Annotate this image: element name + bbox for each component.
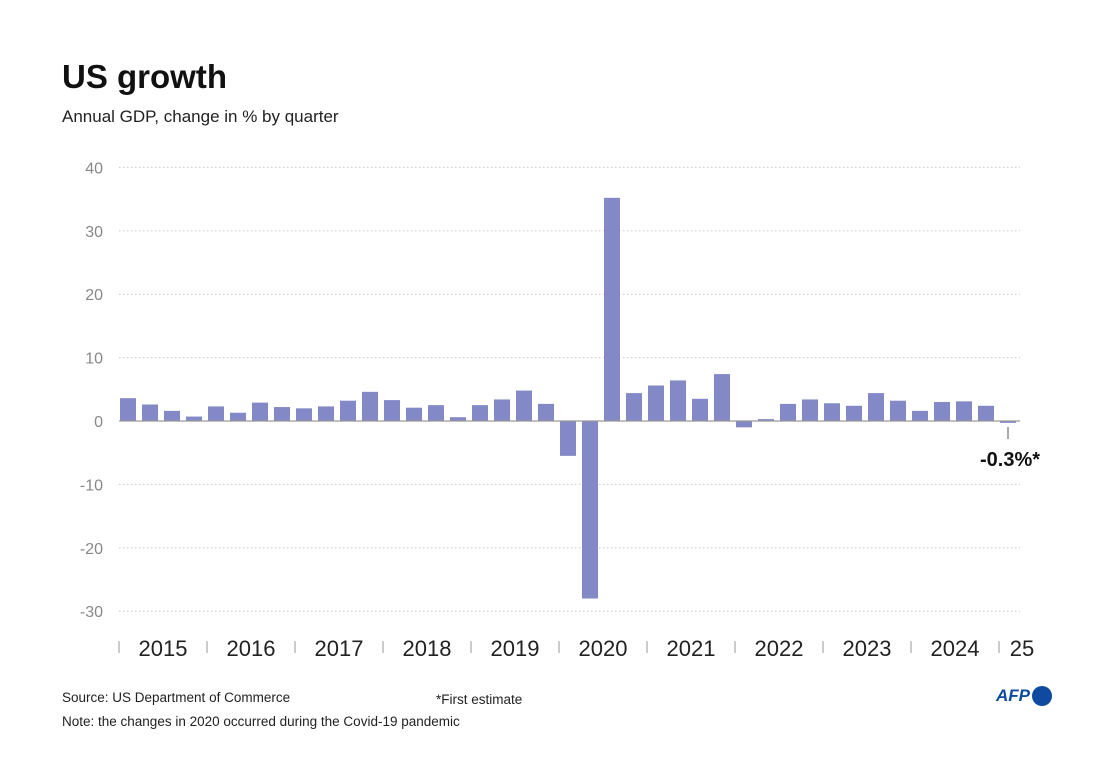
bar-2022Q3 [780,403,796,421]
chart-title: US growth [62,58,227,95]
x-year-label: 2024 [931,636,980,661]
bar-2018Q2 [406,407,422,421]
bar-2020Q2 [582,421,598,599]
afp-logo-dot [1032,686,1052,706]
afp-logo-text: AFP [996,686,1030,705]
afp-logo: AFP [996,686,1052,706]
bar-2022Q1 [736,421,752,428]
bar-2021Q1 [648,385,664,421]
bar-2021Q4 [714,374,730,421]
y-tick-label: -30 [80,604,103,621]
bar-2023Q3 [868,393,884,421]
bar-2017Q1 [296,408,312,421]
y-tick-label: 20 [85,287,103,304]
note-text: Note: the changes in 2020 occurred durin… [62,714,460,729]
chart-subtitle: Annual GDP, change in % by quarter [62,107,339,126]
x-year-label: 2019 [491,636,540,661]
bar-2023Q4 [890,400,906,421]
bar-2016Q1 [208,406,224,421]
bar-2015Q3 [164,410,180,421]
bar-2020Q1 [560,421,576,456]
y-tick-label: -10 [80,477,103,494]
source-text: Source: US Department of Commerce [62,690,291,705]
y-tick-label: 0 [94,414,103,431]
bar-2019Q4 [538,403,554,421]
bar-2016Q4 [274,407,290,421]
x-year-label: 2023 [843,636,892,661]
bar-2024Q3 [956,401,972,421]
y-tick-label: 30 [85,224,103,241]
bar-2021Q2 [670,380,686,421]
bar-2016Q3 [252,402,268,421]
bar-2019Q2 [494,399,510,421]
bar-2017Q4 [362,391,378,421]
bar-2019Q1 [472,405,488,421]
bar-2022Q4 [802,399,818,421]
bar-2023Q2 [846,405,862,421]
bar-2015Q2 [142,404,158,421]
bar-2018Q4 [450,417,466,421]
bar-2022Q2 [758,419,774,421]
y-tick-label: 10 [85,351,103,368]
bar-2017Q2 [318,406,334,421]
footnote-text: *First estimate [436,692,523,707]
bar-2023Q1 [824,403,840,421]
bar-2019Q3 [516,390,532,421]
x-year-label: 2018 [403,636,452,661]
x-year-label: 2016 [227,636,276,661]
bar-2020Q3 [604,197,620,421]
bar-2024Q4 [978,405,994,421]
x-year-label: 2020 [579,636,628,661]
bar-2024Q1 [912,410,928,421]
bar-2016Q2 [230,412,246,421]
bar-2015Q1 [120,398,136,421]
bar-2020Q4 [626,393,642,421]
bar-2018Q3 [428,405,444,421]
annotation-label: -0.3%* [980,449,1040,471]
x-year-label: 2015 [139,636,188,661]
bar-2018Q1 [384,400,400,421]
bar-2017Q3 [340,400,356,421]
bar-2021Q3 [692,398,708,421]
y-tick-label: 40 [85,160,103,177]
x-year-label: 2017 [315,636,364,661]
bar-2025Q1 [1000,421,1016,423]
x-year-label: 2022 [755,636,804,661]
bar-2015Q4 [186,416,202,421]
x-year-label: 2021 [667,636,716,661]
x-year-label: 25 [1010,636,1034,661]
bar-2024Q2 [934,401,950,421]
y-tick-label: -20 [80,541,103,558]
